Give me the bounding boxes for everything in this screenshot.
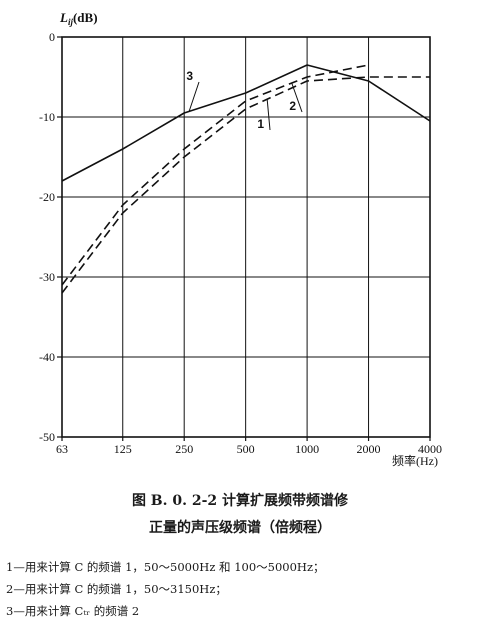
- series-line-2: [61, 64, 369, 286]
- caption-line-2: 正量的声压级频谱（倍频程）: [149, 520, 331, 536]
- series-line-3: [61, 64, 431, 182]
- x-tick-label: 500: [237, 442, 255, 456]
- y-tick-label: -10: [39, 110, 55, 124]
- x-tick-label: 250: [175, 442, 193, 456]
- series-line-1: [61, 76, 430, 294]
- callout-leader-2: [291, 82, 303, 113]
- series-label-1: 1: [257, 117, 264, 131]
- note-2: 2—用来计算 C 的频谱 1，50～3150Hz；: [6, 582, 227, 596]
- series-lines: [61, 64, 431, 294]
- y-tick-label: -20: [39, 190, 55, 204]
- x-tick-label: 2000: [357, 442, 381, 456]
- y-tick-label: -50: [39, 430, 55, 444]
- series-label-3: 3: [186, 69, 193, 83]
- x-tick-label: 4000: [418, 442, 442, 456]
- x-tick-label: 125: [114, 442, 132, 456]
- legend-notes: 1—用来计算 C 的频谱 1，50～5000Hz 和 100～5000Hz； 2…: [6, 556, 476, 622]
- series-callouts: 3 2 1: [186, 69, 303, 131]
- note-3: 3—用来计算 Cₜᵣ 的频谱 2: [6, 604, 140, 618]
- x-tick-label: 1000: [295, 442, 319, 456]
- callout-leader-3: [188, 81, 200, 112]
- series-label-2: 2: [289, 99, 296, 113]
- y-tick-label: -40: [39, 350, 55, 364]
- callout-leader-1: [266, 99, 271, 131]
- x-tick-label: 63: [56, 442, 68, 456]
- y-tick-label: 0: [49, 30, 55, 44]
- axes: [57, 36, 431, 441]
- x-axis-label: 频率(Hz): [392, 453, 438, 468]
- grid: [62, 37, 430, 437]
- y-axis-label: Lij(dB): [59, 10, 98, 27]
- note-1: 1—用来计算 C 的频谱 1，50～5000Hz 和 100～5000Hz；: [6, 560, 325, 574]
- y-tick-label: -30: [39, 270, 55, 284]
- caption-line-1: 图 B. 0. 2-2 计算扩展频带频谱修: [131, 493, 349, 509]
